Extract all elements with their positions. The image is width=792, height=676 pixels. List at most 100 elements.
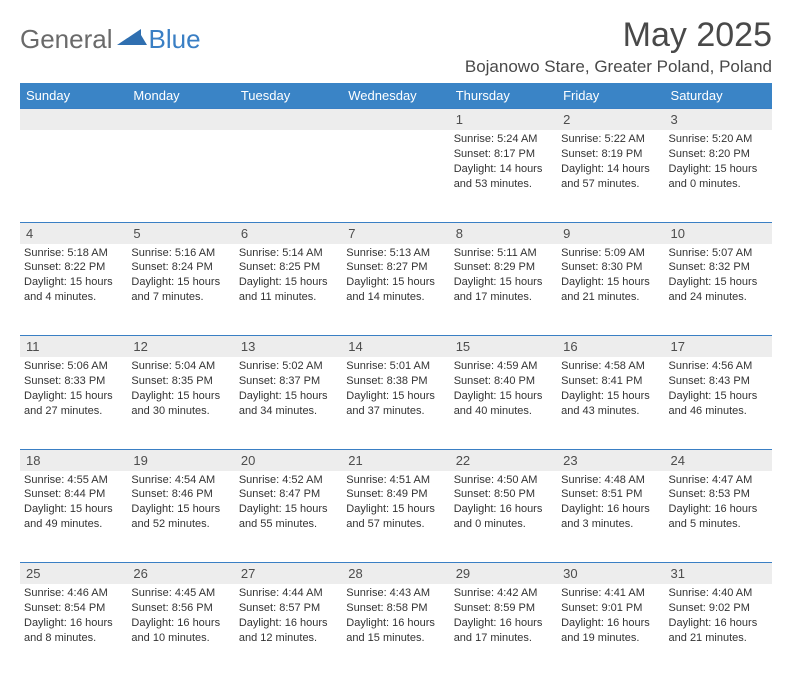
day-details: Sunrise: 4:48 AMSunset: 8:51 PMDaylight:… bbox=[561, 471, 660, 532]
day-number: 31 bbox=[665, 563, 772, 585]
day-cell: Sunrise: 5:06 AMSunset: 8:33 PMDaylight:… bbox=[20, 357, 127, 449]
day-cell: Sunrise: 5:04 AMSunset: 8:35 PMDaylight:… bbox=[127, 357, 234, 449]
day-cell bbox=[342, 130, 449, 222]
day-cell: Sunrise: 5:13 AMSunset: 8:27 PMDaylight:… bbox=[342, 244, 449, 336]
day-number: 25 bbox=[20, 563, 127, 585]
day-cell: Sunrise: 4:42 AMSunset: 8:59 PMDaylight:… bbox=[450, 584, 557, 676]
day-number: 22 bbox=[450, 449, 557, 471]
day-number: 3 bbox=[665, 109, 772, 131]
location: Bojanowo Stare, Greater Poland, Poland bbox=[465, 57, 772, 77]
content-row: Sunrise: 4:46 AMSunset: 8:54 PMDaylight:… bbox=[20, 584, 772, 676]
day-header: Wednesday bbox=[342, 83, 449, 109]
day-cell: Sunrise: 5:07 AMSunset: 8:32 PMDaylight:… bbox=[665, 244, 772, 336]
day-header: Sunday bbox=[20, 83, 127, 109]
day-number: 28 bbox=[342, 563, 449, 585]
day-number: 4 bbox=[20, 222, 127, 244]
day-details: Sunrise: 5:22 AMSunset: 8:19 PMDaylight:… bbox=[561, 130, 660, 191]
day-details: Sunrise: 5:13 AMSunset: 8:27 PMDaylight:… bbox=[346, 244, 445, 305]
day-details: Sunrise: 5:16 AMSunset: 8:24 PMDaylight:… bbox=[131, 244, 230, 305]
day-number: 26 bbox=[127, 563, 234, 585]
day-cell: Sunrise: 4:52 AMSunset: 8:47 PMDaylight:… bbox=[235, 471, 342, 563]
day-cell: Sunrise: 5:14 AMSunset: 8:25 PMDaylight:… bbox=[235, 244, 342, 336]
day-details: Sunrise: 5:02 AMSunset: 8:37 PMDaylight:… bbox=[239, 357, 338, 418]
day-cell: Sunrise: 5:16 AMSunset: 8:24 PMDaylight:… bbox=[127, 244, 234, 336]
day-number: 1 bbox=[450, 109, 557, 131]
daynum-row: 123 bbox=[20, 109, 772, 131]
day-number: 24 bbox=[665, 449, 772, 471]
content-row: Sunrise: 4:55 AMSunset: 8:44 PMDaylight:… bbox=[20, 471, 772, 563]
day-number: 14 bbox=[342, 336, 449, 358]
day-details: Sunrise: 4:44 AMSunset: 8:57 PMDaylight:… bbox=[239, 584, 338, 645]
day-cell: Sunrise: 4:54 AMSunset: 8:46 PMDaylight:… bbox=[127, 471, 234, 563]
day-number: 19 bbox=[127, 449, 234, 471]
brand-general: General bbox=[20, 24, 113, 55]
calendar-body: 123Sunrise: 5:24 AMSunset: 8:17 PMDaylig… bbox=[20, 109, 772, 676]
day-number bbox=[235, 109, 342, 131]
day-details: Sunrise: 5:09 AMSunset: 8:30 PMDaylight:… bbox=[561, 244, 660, 305]
day-details: Sunrise: 4:41 AMSunset: 9:01 PMDaylight:… bbox=[561, 584, 660, 645]
day-details: Sunrise: 4:43 AMSunset: 8:58 PMDaylight:… bbox=[346, 584, 445, 645]
day-number: 7 bbox=[342, 222, 449, 244]
day-cell: Sunrise: 5:02 AMSunset: 8:37 PMDaylight:… bbox=[235, 357, 342, 449]
day-cell: Sunrise: 4:58 AMSunset: 8:41 PMDaylight:… bbox=[557, 357, 664, 449]
day-details: Sunrise: 4:50 AMSunset: 8:50 PMDaylight:… bbox=[454, 471, 553, 532]
calendar-table: Sunday Monday Tuesday Wednesday Thursday… bbox=[20, 83, 772, 676]
month-title: May 2025 bbox=[465, 16, 772, 55]
day-number bbox=[127, 109, 234, 131]
day-cell: Sunrise: 5:18 AMSunset: 8:22 PMDaylight:… bbox=[20, 244, 127, 336]
day-details: Sunrise: 4:46 AMSunset: 8:54 PMDaylight:… bbox=[24, 584, 123, 645]
day-cell: Sunrise: 5:11 AMSunset: 8:29 PMDaylight:… bbox=[450, 244, 557, 336]
day-cell: Sunrise: 5:01 AMSunset: 8:38 PMDaylight:… bbox=[342, 357, 449, 449]
day-number: 16 bbox=[557, 336, 664, 358]
day-details: Sunrise: 5:24 AMSunset: 8:17 PMDaylight:… bbox=[454, 130, 553, 191]
day-cell: Sunrise: 5:22 AMSunset: 8:19 PMDaylight:… bbox=[557, 130, 664, 222]
content-row: Sunrise: 5:24 AMSunset: 8:17 PMDaylight:… bbox=[20, 130, 772, 222]
day-number: 13 bbox=[235, 336, 342, 358]
day-details: Sunrise: 5:01 AMSunset: 8:38 PMDaylight:… bbox=[346, 357, 445, 418]
day-cell bbox=[235, 130, 342, 222]
day-cell: Sunrise: 4:55 AMSunset: 8:44 PMDaylight:… bbox=[20, 471, 127, 563]
day-details: Sunrise: 4:54 AMSunset: 8:46 PMDaylight:… bbox=[131, 471, 230, 532]
content-row: Sunrise: 5:18 AMSunset: 8:22 PMDaylight:… bbox=[20, 244, 772, 336]
day-number: 20 bbox=[235, 449, 342, 471]
day-number: 29 bbox=[450, 563, 557, 585]
day-cell: Sunrise: 4:40 AMSunset: 9:02 PMDaylight:… bbox=[665, 584, 772, 676]
day-details: Sunrise: 5:06 AMSunset: 8:33 PMDaylight:… bbox=[24, 357, 123, 418]
day-number bbox=[20, 109, 127, 131]
brand-blue: Blue bbox=[149, 24, 201, 55]
daynum-row: 18192021222324 bbox=[20, 449, 772, 471]
day-number: 27 bbox=[235, 563, 342, 585]
day-cell: Sunrise: 4:46 AMSunset: 8:54 PMDaylight:… bbox=[20, 584, 127, 676]
day-header: Saturday bbox=[665, 83, 772, 109]
day-number: 10 bbox=[665, 222, 772, 244]
day-header-row: Sunday Monday Tuesday Wednesday Thursday… bbox=[20, 83, 772, 109]
day-number: 23 bbox=[557, 449, 664, 471]
day-header: Monday bbox=[127, 83, 234, 109]
day-header: Tuesday bbox=[235, 83, 342, 109]
title-block: May 2025 Bojanowo Stare, Greater Poland,… bbox=[465, 16, 772, 77]
day-number: 30 bbox=[557, 563, 664, 585]
day-details: Sunrise: 5:14 AMSunset: 8:25 PMDaylight:… bbox=[239, 244, 338, 305]
day-details: Sunrise: 5:20 AMSunset: 8:20 PMDaylight:… bbox=[669, 130, 768, 191]
day-details: Sunrise: 4:59 AMSunset: 8:40 PMDaylight:… bbox=[454, 357, 553, 418]
day-cell: Sunrise: 4:47 AMSunset: 8:53 PMDaylight:… bbox=[665, 471, 772, 563]
brand-triangle-icon bbox=[117, 27, 147, 52]
content-row: Sunrise: 5:06 AMSunset: 8:33 PMDaylight:… bbox=[20, 357, 772, 449]
day-cell: Sunrise: 5:24 AMSunset: 8:17 PMDaylight:… bbox=[450, 130, 557, 222]
day-details: Sunrise: 4:56 AMSunset: 8:43 PMDaylight:… bbox=[669, 357, 768, 418]
day-details: Sunrise: 4:40 AMSunset: 9:02 PMDaylight:… bbox=[669, 584, 768, 645]
day-details: Sunrise: 5:04 AMSunset: 8:35 PMDaylight:… bbox=[131, 357, 230, 418]
day-details: Sunrise: 4:55 AMSunset: 8:44 PMDaylight:… bbox=[24, 471, 123, 532]
day-cell bbox=[20, 130, 127, 222]
day-details: Sunrise: 4:52 AMSunset: 8:47 PMDaylight:… bbox=[239, 471, 338, 532]
day-details: Sunrise: 4:47 AMSunset: 8:53 PMDaylight:… bbox=[669, 471, 768, 532]
day-number: 9 bbox=[557, 222, 664, 244]
day-details: Sunrise: 5:18 AMSunset: 8:22 PMDaylight:… bbox=[24, 244, 123, 305]
day-number: 18 bbox=[20, 449, 127, 471]
day-cell: Sunrise: 4:43 AMSunset: 8:58 PMDaylight:… bbox=[342, 584, 449, 676]
day-cell: Sunrise: 5:09 AMSunset: 8:30 PMDaylight:… bbox=[557, 244, 664, 336]
day-details: Sunrise: 5:11 AMSunset: 8:29 PMDaylight:… bbox=[454, 244, 553, 305]
daynum-row: 25262728293031 bbox=[20, 563, 772, 585]
day-cell: Sunrise: 4:44 AMSunset: 8:57 PMDaylight:… bbox=[235, 584, 342, 676]
day-cell: Sunrise: 4:41 AMSunset: 9:01 PMDaylight:… bbox=[557, 584, 664, 676]
